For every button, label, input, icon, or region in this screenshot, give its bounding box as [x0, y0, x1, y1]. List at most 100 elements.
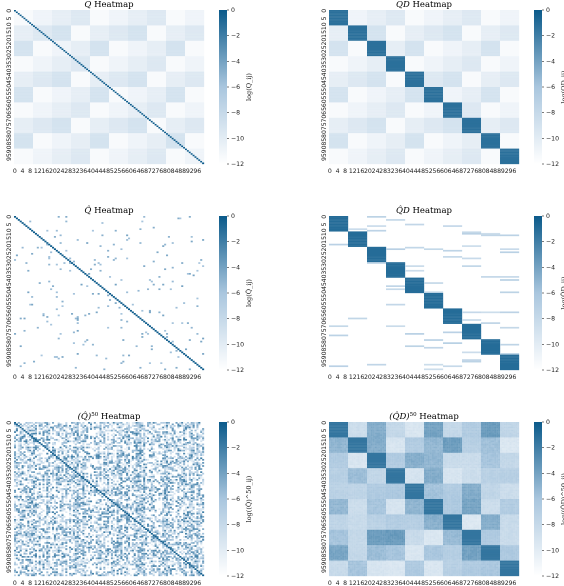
heatmap-cell — [329, 92, 348, 94]
colorbar-tick-label: −8 — [546, 110, 555, 117]
heatmap-cell — [109, 27, 128, 29]
heatmap-cell — [98, 467, 100, 469]
heatmap-cell — [386, 271, 405, 273]
heatmap-cell — [386, 89, 405, 91]
heatmap-cell — [75, 461, 77, 463]
heatmap-cell — [348, 135, 367, 137]
heatmap-cell — [14, 81, 33, 83]
heatmap-cell — [77, 476, 79, 478]
heatmap-cell — [52, 109, 71, 111]
heatmap-cell — [128, 85, 147, 87]
heatmap-cell — [348, 24, 367, 26]
heatmap-cell — [367, 69, 386, 71]
heatmap-cell — [33, 55, 52, 57]
heatmap-cell — [185, 424, 187, 426]
heatmap-cell — [73, 459, 75, 461]
heatmap-cell — [136, 425, 138, 427]
heatmap-cell — [481, 347, 500, 349]
heatmap-cell — [147, 288, 149, 290]
heatmap-cell — [147, 82, 166, 84]
heatmap-cell — [81, 464, 83, 466]
heatmap-cell — [147, 138, 166, 140]
heatmap-cell — [107, 437, 109, 439]
heatmap-cell — [424, 141, 443, 143]
heatmap-cell — [71, 101, 90, 103]
heatmap-cell — [424, 112, 443, 114]
heatmap-cell — [172, 341, 174, 343]
heatmap-cell — [168, 450, 170, 452]
heatmap-cell — [185, 25, 204, 27]
heatmap-cell — [443, 127, 462, 129]
heatmap-cell — [405, 13, 424, 15]
heatmap-cell — [329, 127, 348, 129]
heatmap-cell — [147, 65, 166, 67]
heatmap-cell — [52, 430, 54, 432]
heatmap-cell — [462, 64, 481, 66]
heatmap-cell — [62, 467, 64, 469]
heatmap-cell — [166, 462, 168, 464]
heatmap-cell — [35, 454, 37, 456]
heatmap-cell — [481, 126, 500, 128]
heatmap-cell — [172, 430, 174, 432]
heatmap-cell — [500, 127, 519, 129]
heatmap-cell — [109, 129, 128, 131]
heatmap-cell — [113, 428, 115, 430]
heatmap-cell — [367, 253, 386, 255]
heatmap-cell — [158, 470, 160, 472]
heatmap-cell — [103, 437, 105, 439]
heatmap-cell — [481, 27, 500, 29]
heatmap-cell — [77, 318, 79, 320]
heatmap-cell — [185, 27, 204, 29]
heatmap-cell — [29, 461, 31, 463]
heatmap-cell — [500, 16, 519, 18]
heatmap-cell — [160, 129, 162, 131]
heatmap-cell — [172, 457, 174, 459]
heatmap-cell — [86, 424, 88, 426]
heatmap-cell — [164, 468, 166, 470]
heatmap-cell — [185, 136, 204, 138]
heatmap-cell — [170, 445, 172, 447]
heatmap-cell — [405, 162, 424, 164]
heatmap-cell — [86, 339, 88, 341]
heatmap-cell — [138, 465, 140, 467]
heatmap-cell — [90, 118, 109, 120]
heatmap-cell — [128, 135, 147, 137]
heatmap-cell — [166, 153, 185, 155]
heatmap-cell — [54, 356, 56, 358]
y-tick-label: 50 — [6, 290, 13, 298]
heatmap-cell — [147, 70, 166, 72]
heatmap-cell — [462, 147, 481, 149]
heatmap-cell — [56, 264, 58, 266]
heatmap-cell — [183, 457, 185, 459]
heatmap-cell — [35, 468, 37, 470]
heatmap-cell — [481, 81, 500, 83]
heatmap-cell — [117, 92, 129, 94]
heatmap-cell — [96, 457, 98, 459]
heatmap-cell — [14, 99, 33, 101]
heatmap-cell — [14, 22, 29, 24]
heatmap-cell — [443, 150, 462, 152]
heatmap-cell — [481, 73, 500, 75]
heatmap-cell — [96, 424, 98, 426]
heatmap-cell — [164, 465, 166, 467]
heatmap-cell — [424, 248, 443, 250]
heatmap-cell — [71, 141, 90, 143]
heatmap-cell — [128, 124, 147, 126]
heatmap-cell — [329, 73, 348, 75]
heatmap-cell — [147, 440, 149, 442]
heatmap-cell — [172, 281, 174, 283]
heatmap-cell — [82, 433, 84, 435]
heatmap-cell — [20, 451, 22, 453]
heatmap-cell — [29, 422, 31, 424]
heatmap-cell — [462, 338, 481, 340]
heatmap-cell — [367, 130, 386, 132]
heatmap-cell — [103, 288, 105, 290]
heatmap-cell — [174, 447, 176, 449]
heatmap-cell — [100, 465, 102, 467]
heatmap-cell — [200, 161, 202, 163]
heatmap-cell — [39, 445, 41, 447]
heatmap-cell — [90, 87, 109, 89]
heatmap-cell — [14, 144, 33, 146]
heatmap-cell — [109, 144, 128, 146]
